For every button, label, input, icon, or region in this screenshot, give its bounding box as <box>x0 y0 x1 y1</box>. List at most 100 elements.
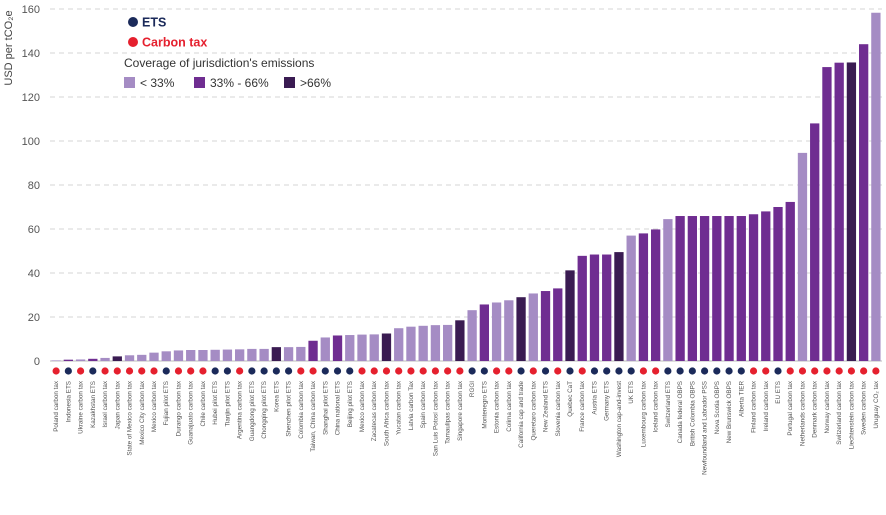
category-label: Chile carbon tax <box>200 380 207 426</box>
mechanism-dot <box>284 367 293 375</box>
bar <box>173 350 184 361</box>
category-label: Durango carbon tax <box>175 380 182 436</box>
bar <box>553 288 563 361</box>
bar <box>186 350 196 361</box>
mechanism-dot <box>541 367 550 375</box>
bar <box>455 320 465 361</box>
category-label: San Luis Potosí carbon tax <box>432 380 439 456</box>
mechanism-dot <box>590 367 599 375</box>
mechanism-dot <box>370 367 378 375</box>
category-label: Guangdong pilot ETS <box>249 381 256 441</box>
legend-ets-dot <box>128 17 138 27</box>
bar <box>63 359 74 361</box>
category-label: Norway carbon tax <box>824 380 831 433</box>
bar <box>308 340 318 361</box>
mechanism-dot <box>480 367 488 375</box>
bar <box>406 326 416 361</box>
bar <box>430 325 441 361</box>
mechanism-dot <box>419 367 427 375</box>
category-label: Luxembourg carbon tax <box>640 380 647 447</box>
category-label: EU ETS <box>775 381 782 404</box>
mechanism-dot <box>211 367 219 375</box>
category-label: Sweden carbon tax <box>861 380 868 435</box>
bar <box>124 355 135 361</box>
category-label: Ukraine carbon tax <box>78 380 85 434</box>
mechanism-dot <box>76 367 85 375</box>
category-label: Mexico City carbon tax <box>139 380 146 445</box>
category-label: Mexico carbon tax <box>151 380 158 432</box>
category-label: Latvia carbon Tax <box>408 380 415 430</box>
bar <box>663 219 673 361</box>
category-label: Alberta TIER <box>738 381 745 417</box>
y-tick-label: 20 <box>28 312 40 324</box>
category-label: Portugal carbon tax <box>787 380 794 435</box>
bar <box>296 346 306 361</box>
mechanism-dot <box>101 367 109 375</box>
category-label: Colima carbon tax <box>506 380 513 432</box>
y-tick-label: 60 <box>28 224 40 236</box>
category-label: Indonesia ETS <box>65 381 72 422</box>
category-label: Quebec CaT <box>567 381 574 417</box>
mechanism-dot <box>676 367 684 375</box>
mechanism-dot <box>468 367 476 375</box>
mechanism-dot <box>811 367 819 375</box>
bar <box>748 214 759 361</box>
category-label: China national ETS <box>335 381 342 435</box>
mechanism-dot <box>407 367 415 375</box>
bar <box>687 216 698 361</box>
legend-low-swatch <box>124 77 135 88</box>
bar <box>51 360 61 361</box>
category-label: New Brunswick OBPS <box>726 381 733 443</box>
bar <box>834 62 844 362</box>
mechanism-dot <box>664 367 672 375</box>
category-label: Guanajuato carbon tax <box>188 380 195 445</box>
bar <box>259 348 269 361</box>
mechanism-dot <box>505 367 513 375</box>
bar <box>222 349 233 361</box>
bar <box>88 358 98 361</box>
bar <box>626 235 636 361</box>
bar <box>161 351 171 361</box>
category-label: Uruguay CO₂ tax <box>873 380 880 428</box>
mechanism-dot <box>187 367 195 375</box>
category-label: UK ETS <box>628 381 635 404</box>
legend-ets-label: ETS <box>142 16 166 30</box>
bar <box>858 44 869 361</box>
mechanism-dot <box>162 367 170 375</box>
mechanism-dot <box>762 367 770 375</box>
category-label: Zacatecas carbon tax <box>371 380 378 441</box>
mechanism-dot <box>248 367 256 375</box>
y-axis-label: USD per tCO₂e <box>3 10 15 85</box>
bar <box>540 291 551 361</box>
category-label: Finland carbon tax <box>751 380 758 433</box>
bar <box>504 300 514 361</box>
category-label: Estonia carbon tax <box>494 380 501 433</box>
category-label: South Africa carbon tax <box>383 380 390 446</box>
y-tick-label: 100 <box>22 136 40 148</box>
mechanism-dot <box>700 367 709 375</box>
mechanism-dot <box>737 367 745 375</box>
mechanism-dot <box>444 367 452 375</box>
mechanism-dot <box>578 367 586 375</box>
bar <box>247 348 257 361</box>
mechanism-dot <box>517 367 525 375</box>
bar <box>283 347 294 361</box>
bar <box>650 229 661 361</box>
mechanism-dot <box>872 367 880 375</box>
mechanism-dot <box>150 367 158 375</box>
mechanism-dot <box>236 367 244 375</box>
mechanism-dot <box>835 367 843 375</box>
category-label: Beijing pilot ETS <box>347 381 354 427</box>
mechanism-dot <box>321 367 329 375</box>
category-label: Ireland carbon tax <box>763 380 770 431</box>
category-label: Kazakhstan ETS <box>90 381 97 428</box>
mechanism-dots <box>52 367 880 375</box>
mechanism-dot <box>125 367 134 375</box>
mechanism-dot <box>358 367 366 375</box>
bar <box>846 62 857 362</box>
mechanism-dot <box>639 367 648 375</box>
mechanism-dot <box>860 367 868 375</box>
mechanism-dot <box>652 367 660 375</box>
bar <box>467 310 477 361</box>
